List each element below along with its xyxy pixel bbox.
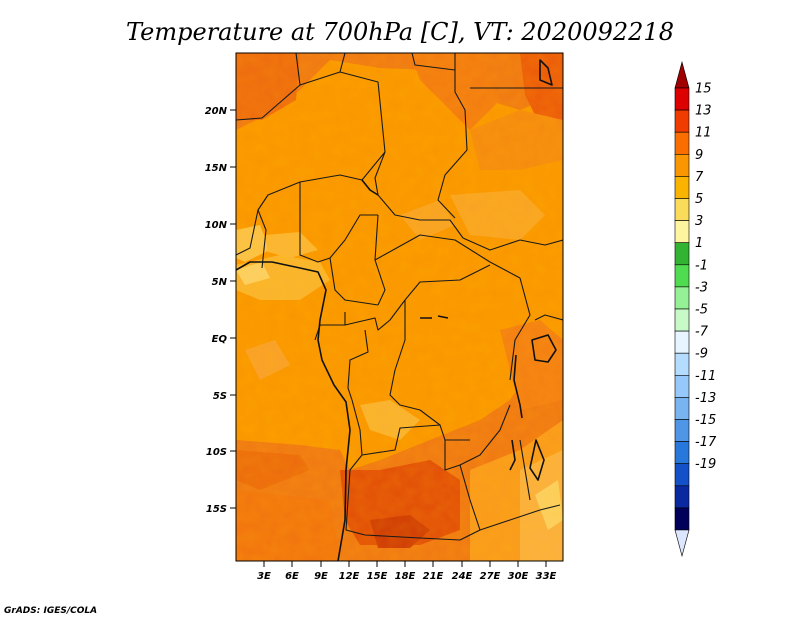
colorbar-swatch <box>674 176 690 199</box>
colorbar-swatch <box>674 308 690 332</box>
colorbar-label: -3 <box>695 280 708 295</box>
grads-credit: GrADS: IGES/COLA <box>4 606 97 616</box>
colorbar-label: -9 <box>695 347 708 362</box>
temperature-field <box>236 53 563 561</box>
map-title: Temperature at 700hPa [C], VT: 202009221… <box>126 18 674 46</box>
colorbar: 15 13 11 9 7 5 3 1 -1 -3 -5 -7 -9 -11 -13 -15 -17 -19 <box>674 60 717 558</box>
colorbar-swatch <box>674 374 690 398</box>
map-borders <box>236 53 563 561</box>
colorbar-swatch <box>674 507 690 531</box>
colorbar-label: -5 <box>695 303 708 318</box>
colorbar-label: 1 <box>695 236 703 251</box>
colorbar-swatch <box>674 154 690 177</box>
latitude-axis: 20N 15N 10N 5N EQ 5S 10S 15S <box>205 106 236 515</box>
colorbar-swatch <box>674 441 690 465</box>
lon-label: 12E <box>339 571 360 582</box>
colorbar-label: 9 <box>695 148 703 163</box>
lon-label: 15E <box>367 571 388 582</box>
lon-label: 33E <box>536 571 557 582</box>
lat-label: 15N <box>205 163 228 174</box>
lat-label: 10N <box>205 220 228 231</box>
colorbar-label: 5 <box>695 192 703 207</box>
lon-label: 21E <box>423 571 444 582</box>
colorbar-label: -13 <box>695 391 716 406</box>
colorbar-swatch <box>674 198 690 221</box>
lon-label: 9E <box>314 571 328 582</box>
colorbar-swatch <box>674 242 690 266</box>
lon-label: 24E <box>452 571 473 582</box>
colorbar-label: 7 <box>695 170 704 185</box>
colorbar-swatch <box>674 220 690 244</box>
colorbar-swatch <box>674 286 690 310</box>
colorbar-swatch <box>674 330 690 354</box>
lon-label: 3E <box>257 571 271 582</box>
colorbar-label: 3 <box>695 214 703 229</box>
lon-label: 30E <box>508 571 529 582</box>
lat-label: EQ <box>212 334 228 345</box>
colorbar-bottom-arrow <box>674 529 690 558</box>
colorbar-label: -17 <box>695 435 717 450</box>
lat-label: 5N <box>212 277 228 288</box>
lon-label: 27E <box>480 571 501 582</box>
colorbar-swatch <box>674 352 690 376</box>
colorbar-swatch <box>674 397 690 420</box>
colorbar-swatch <box>674 87 690 111</box>
colorbar-label: 11 <box>695 126 712 141</box>
longitude-axis: 3E 6E 9E 12E 15E 18E 21E 24E 27E 30E 33E <box>257 561 557 582</box>
colorbar-label: -7 <box>695 325 709 340</box>
lat-label: 5S <box>213 391 227 402</box>
colorbar-swatch <box>674 264 690 288</box>
colorbar-label: -1 <box>695 258 708 273</box>
colorbar-label: -11 <box>695 369 716 384</box>
colorbar-swatch <box>674 131 690 155</box>
lon-label: 6E <box>285 571 299 582</box>
colorbar-swatch <box>674 109 690 133</box>
colorbar-label: -19 <box>695 457 716 472</box>
lat-label: 15S <box>206 504 227 515</box>
colorbar-swatch <box>674 419 690 442</box>
colorbar-swatch <box>674 485 690 509</box>
lat-label: 10S <box>206 447 227 458</box>
colorbar-label: 13 <box>695 104 712 119</box>
lat-label: 20N <box>205 106 228 117</box>
lon-label: 18E <box>395 571 416 582</box>
colorbar-top-arrow <box>674 60 690 89</box>
colorbar-label: -15 <box>695 413 716 428</box>
colorbar-label: 15 <box>695 82 712 97</box>
colorbar-swatch <box>674 463 690 487</box>
